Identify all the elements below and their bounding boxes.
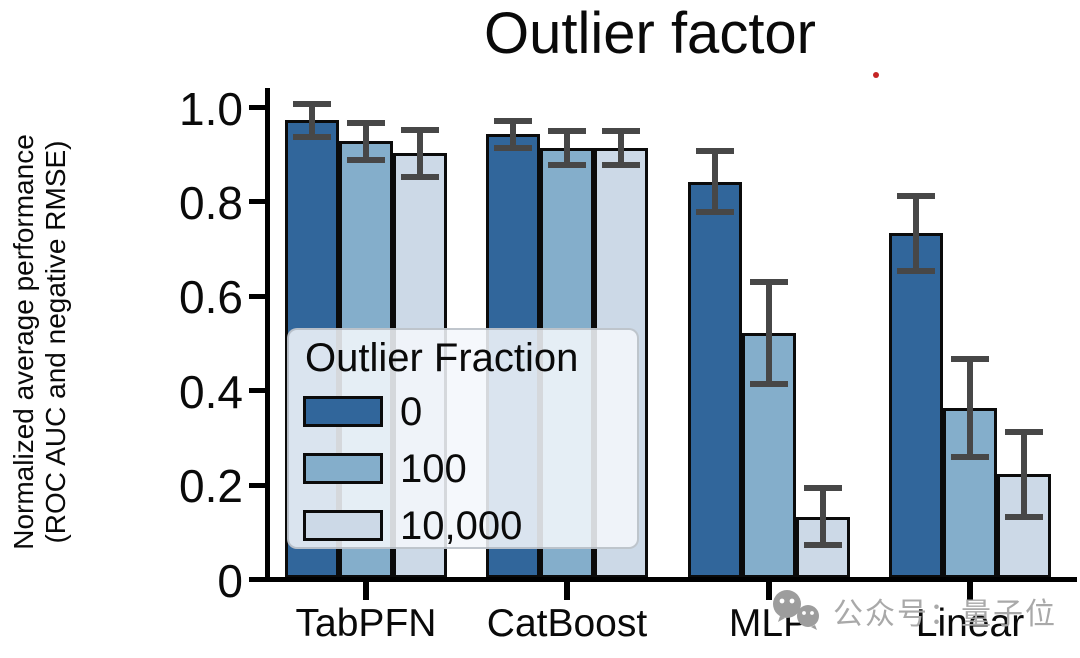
errorbar-cap-low-mlp-10000 <box>804 541 842 548</box>
legend-label-0: 0 <box>400 389 423 434</box>
errorbar-linear-10000 <box>1021 431 1027 517</box>
x-tick-linear <box>967 577 973 600</box>
red-dot-artifact <box>873 72 879 78</box>
errorbar-cap-high-mlp-100 <box>750 278 788 285</box>
legend-swatch-light <box>303 510 383 541</box>
x-label-catboost: CatBoost <box>486 602 648 645</box>
errorbar-catboost-100 <box>564 131 570 166</box>
y-axis-label: Normalized average performance (ROC AUC … <box>8 134 72 550</box>
errorbar-cap-low-catboost-0 <box>494 144 532 151</box>
legend: Outlier Fraction 0 100 10,000 <box>287 328 639 549</box>
errorbar-cap-low-catboost-10000 <box>602 162 640 169</box>
legend-title: Outlier Fraction <box>305 336 579 380</box>
errorbar-tabpfn-0 <box>309 103 315 137</box>
legend-item-100: 100 <box>303 440 623 497</box>
x-tick-catboost <box>564 577 570 600</box>
legend-item-10000: 10,000 <box>303 497 623 554</box>
errorbar-cap-low-tabpfn-100 <box>347 157 385 164</box>
y-tick-label-08: 0.8 <box>179 176 243 229</box>
errorbar-cap-high-tabpfn-0 <box>293 100 331 107</box>
bar-mlp-fraction-0 <box>688 181 742 578</box>
y-tick-label-10: 1.0 <box>179 82 243 135</box>
y-tick-08 <box>249 199 265 205</box>
errorbar-linear-0 <box>913 195 919 272</box>
x-label-linear: Linear <box>915 602 1025 645</box>
y-tick-10 <box>249 105 265 110</box>
watermark-text: 公众号：量子位 <box>833 598 1057 631</box>
x-tick-tabpfn <box>363 577 369 600</box>
errorbar-cap-low-tabpfn-0 <box>293 133 331 140</box>
y-tick-label-0: 0 <box>217 554 243 607</box>
legend-label-100: 100 <box>400 446 467 491</box>
errorbar-cap-high-catboost-100 <box>548 128 586 135</box>
bar-linear-fraction-0 <box>889 233 943 578</box>
errorbar-catboost-0 <box>510 121 516 148</box>
errorbar-tabpfn-100 <box>363 122 369 161</box>
errorbar-cap-high-linear-10000 <box>1005 428 1043 435</box>
x-tick-mlp <box>766 577 772 600</box>
errorbar-cap-low-linear-10000 <box>1005 513 1043 520</box>
wechat-icon <box>773 590 819 630</box>
watermark: 公众号：量子位 <box>770 589 1057 633</box>
legend-swatch-dark <box>303 396 383 427</box>
legend-label-10000: 10,000 <box>400 503 523 548</box>
errorbar-cap-low-linear-100 <box>951 454 989 461</box>
errorbar-cap-high-linear-0 <box>897 192 935 199</box>
chart-title: Outlier factor <box>484 1 816 66</box>
y-axis-spine <box>265 88 270 582</box>
errorbar-cap-low-catboost-100 <box>548 162 586 169</box>
errorbar-cap-low-mlp-100 <box>750 380 788 387</box>
errorbar-cap-high-tabpfn-100 <box>347 119 385 126</box>
y-axis-label-line1: Normalized average performance <box>7 134 39 550</box>
errorbar-cap-high-catboost-10000 <box>602 128 640 135</box>
errorbar-tabpfn-10000 <box>417 129 423 177</box>
x-axis-spine <box>265 577 1077 582</box>
errorbar-cap-low-mlp-0 <box>696 209 734 216</box>
y-tick-label-02: 0.2 <box>179 460 243 513</box>
legend-item-0: 0 <box>303 383 623 440</box>
y-tick-label-06: 0.6 <box>179 271 243 324</box>
errorbar-catboost-10000 <box>618 131 624 166</box>
errorbar-cap-high-linear-100 <box>951 355 989 362</box>
y-tick-0 <box>249 577 265 582</box>
y-tick-label-04: 0.4 <box>179 365 243 418</box>
y-tick-02 <box>249 482 265 488</box>
errorbar-cap-high-catboost-0 <box>494 118 532 125</box>
errorbar-cap-high-tabpfn-10000 <box>401 126 439 133</box>
x-label-tabpfn: TabPFN <box>295 602 437 645</box>
errorbar-mlp-0 <box>712 150 718 213</box>
y-axis-label-line2: (ROC AUC and negative RMSE) <box>40 140 71 544</box>
errorbar-mlp-10000 <box>820 488 826 545</box>
y-tick-04 <box>249 388 265 394</box>
errorbar-mlp-100 <box>766 281 772 384</box>
errorbar-cap-low-linear-0 <box>897 268 935 275</box>
errorbar-linear-100 <box>967 358 973 458</box>
errorbar-cap-high-mlp-10000 <box>804 485 842 492</box>
errorbar-cap-high-mlp-0 <box>696 147 734 154</box>
errorbar-cap-low-tabpfn-10000 <box>401 173 439 180</box>
y-tick-06 <box>249 293 265 299</box>
legend-swatch-medium <box>303 453 383 484</box>
